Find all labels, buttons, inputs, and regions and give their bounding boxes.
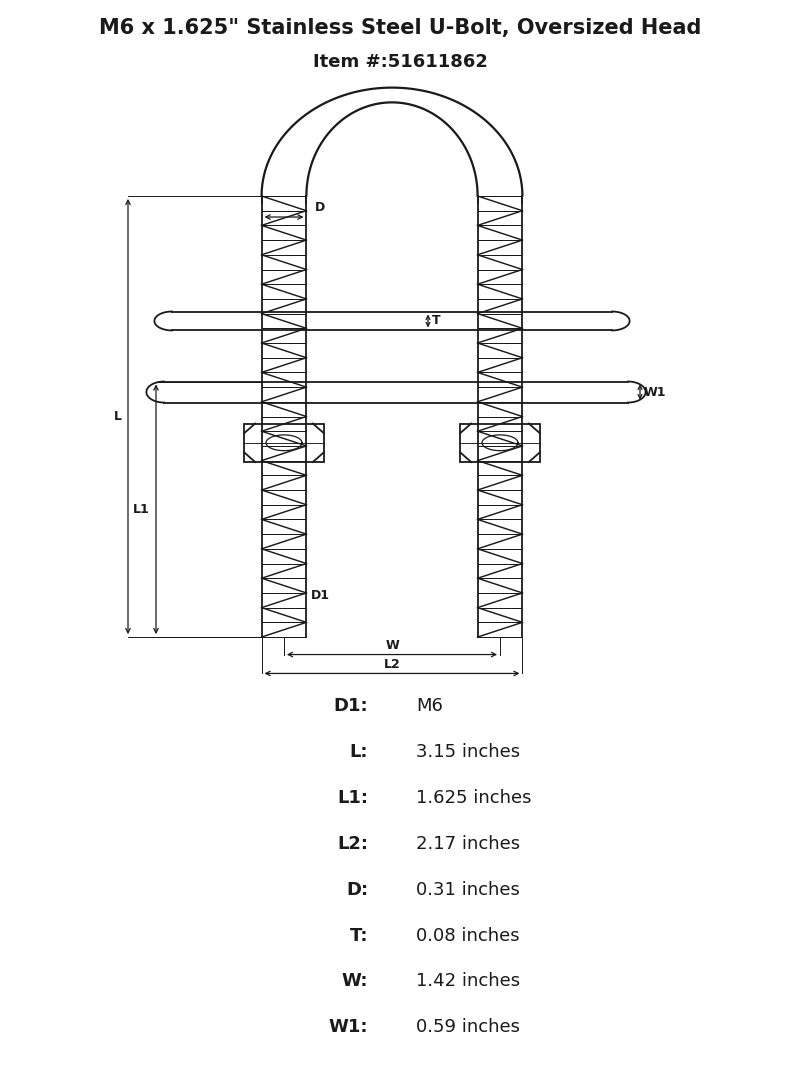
Text: L1: L1 — [133, 503, 150, 516]
Text: W:: W: — [342, 973, 368, 991]
Text: Item #:51611862: Item #:51611862 — [313, 53, 487, 70]
Text: D1: D1 — [310, 588, 330, 602]
Text: M6 x 1.625" Stainless Steel U-Bolt, Oversized Head: M6 x 1.625" Stainless Steel U-Bolt, Over… — [99, 17, 701, 38]
Text: L: L — [114, 410, 122, 423]
Text: 1.625 inches: 1.625 inches — [416, 789, 531, 807]
Text: D: D — [314, 200, 325, 213]
Text: D:: D: — [346, 881, 368, 898]
Text: W1:: W1: — [329, 1018, 368, 1036]
Text: M6: M6 — [416, 698, 443, 715]
Text: 1.42 inches: 1.42 inches — [416, 973, 520, 991]
Text: 3.15 inches: 3.15 inches — [416, 743, 520, 761]
Text: L2:: L2: — [337, 835, 368, 853]
Text: L:: L: — [350, 743, 368, 761]
Text: T:: T: — [350, 926, 368, 945]
Text: 0.31 inches: 0.31 inches — [416, 881, 520, 898]
FancyBboxPatch shape — [460, 423, 540, 462]
Text: W: W — [385, 640, 399, 653]
Text: T: T — [432, 314, 441, 327]
Text: L1:: L1: — [337, 789, 368, 807]
Text: 2.17 inches: 2.17 inches — [416, 835, 520, 853]
Text: L2: L2 — [384, 658, 400, 671]
FancyBboxPatch shape — [244, 423, 324, 462]
Text: 0.59 inches: 0.59 inches — [416, 1018, 520, 1036]
Text: W1: W1 — [644, 386, 666, 398]
Text: D1:: D1: — [334, 698, 368, 715]
Text: 0.08 inches: 0.08 inches — [416, 926, 520, 945]
